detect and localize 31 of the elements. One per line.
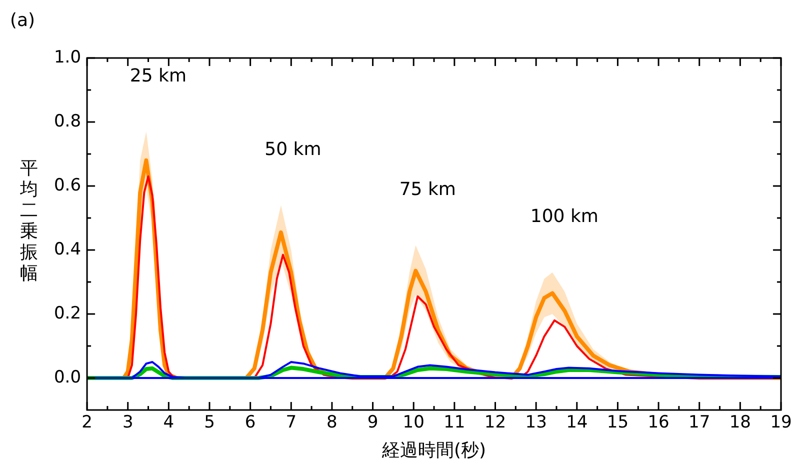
y-axis-title: 平均二乗振幅	[20, 158, 38, 284]
y-tick-label: 0.4	[54, 239, 82, 260]
x-tick-label: 7	[286, 412, 297, 433]
x-tick-label: 8	[326, 412, 338, 433]
x-tick-label: 14	[566, 412, 588, 433]
annotation: 25 km	[130, 65, 187, 86]
x-tick-label: 16	[648, 412, 670, 433]
x-tick-label: 17	[688, 412, 710, 433]
y-tick-label: 1.0	[54, 47, 82, 68]
x-tick-label: 2	[82, 412, 92, 433]
x-tick-label: 15	[606, 412, 629, 433]
x-tick-label: 9	[367, 412, 378, 433]
annotation: 50 km	[264, 138, 322, 160]
annotation: 100 km	[530, 206, 598, 228]
chart-title: (a)	[10, 10, 36, 31]
x-tick-label: 4	[163, 412, 174, 433]
x-tick-label: 3	[122, 412, 134, 433]
x-tick-label: 19	[770, 412, 792, 433]
y-tick-label: 0.2	[54, 303, 82, 324]
x-tick-label: 13	[525, 412, 547, 433]
x-tick-label: 6	[244, 412, 256, 433]
y-tick-label: 0.0	[54, 367, 82, 388]
x-tick-label: 11	[444, 412, 466, 433]
x-tick-label: 10	[402, 412, 424, 433]
y-tick-label: 0.8	[54, 111, 82, 132]
x-tick-label: 5	[204, 412, 215, 433]
x-tick-label: 18	[729, 412, 751, 433]
y-tick-label: 0.6	[54, 175, 82, 196]
x-axis-title: 経過時間(秒)	[380, 440, 486, 461]
x-tick-label: 12	[484, 412, 506, 433]
annotation: 75 km	[399, 178, 456, 200]
